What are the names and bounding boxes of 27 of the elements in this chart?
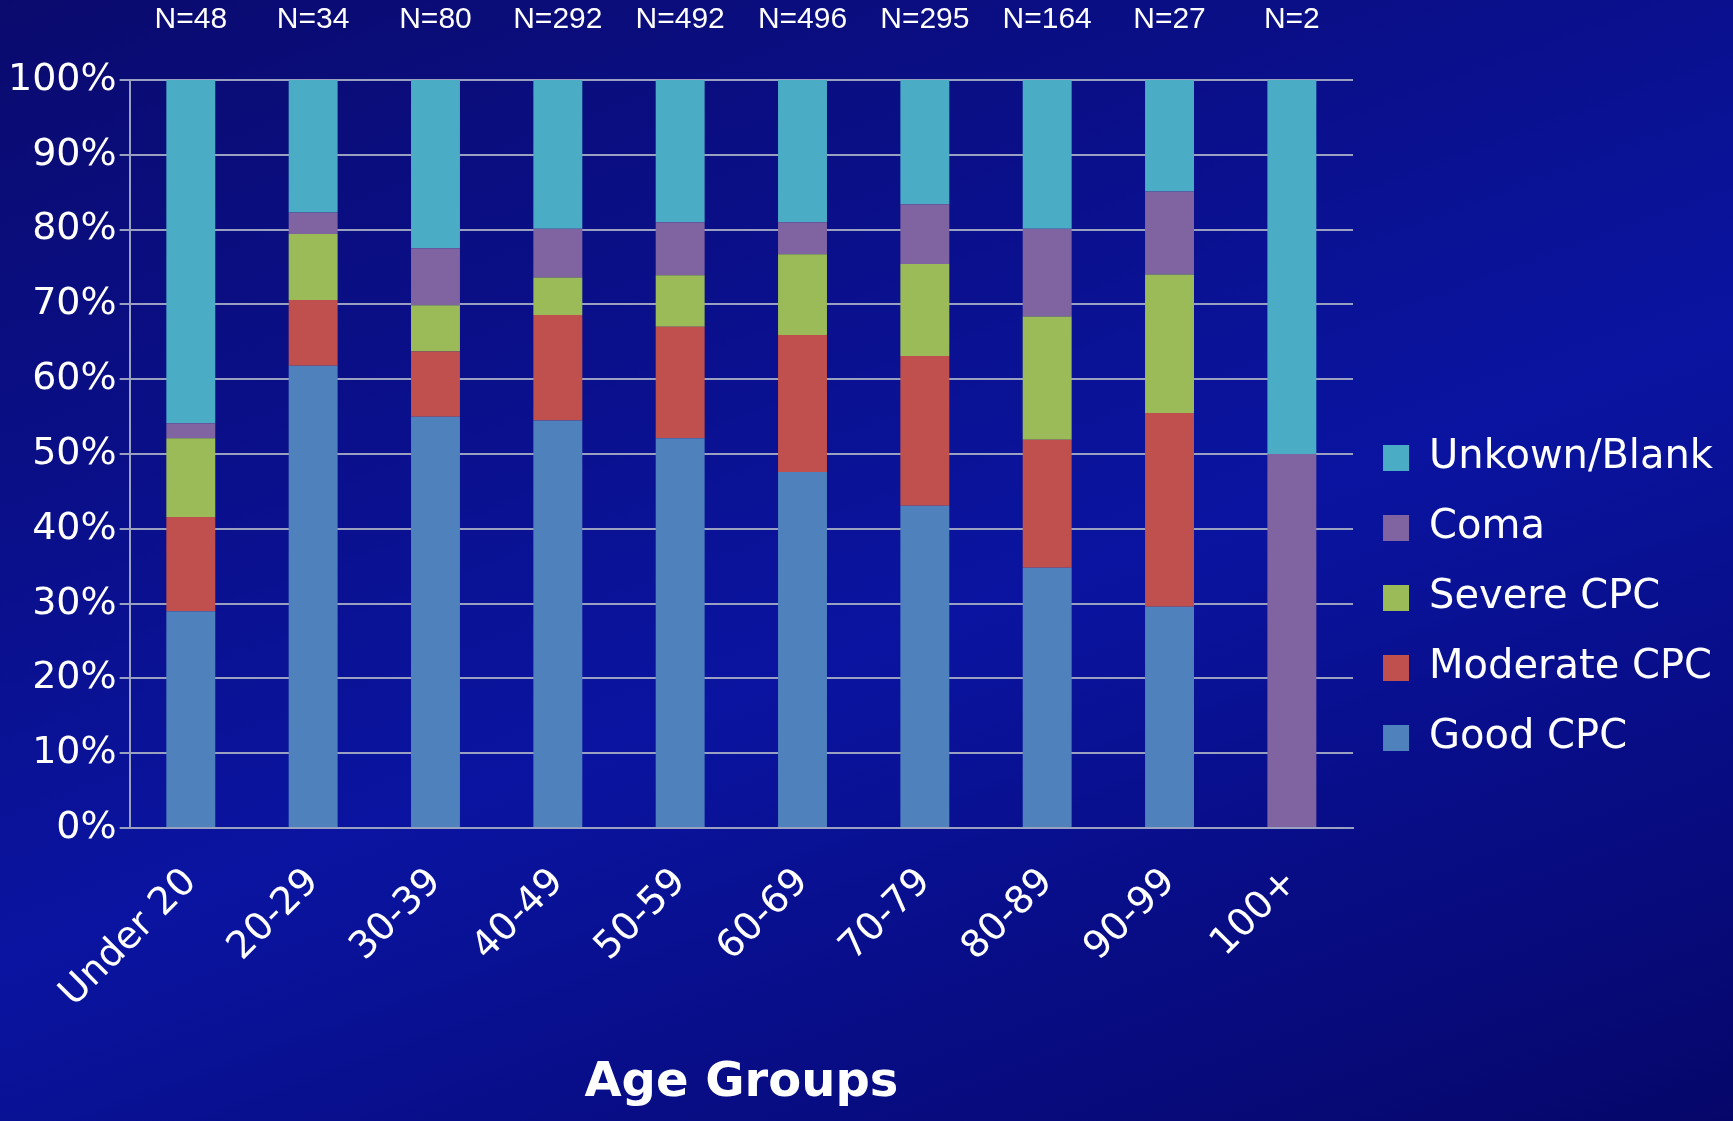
text: N=48 bbox=[154, 1, 228, 35]
text: N=80 bbox=[399, 1, 472, 35]
text: N=27 bbox=[1133, 1, 1206, 35]
legend-label: Coma bbox=[1429, 501, 1545, 548]
text: N=164 bbox=[1002, 1, 1092, 35]
y-tick-label: 30% bbox=[32, 578, 117, 623]
legend-label: Severe CPC bbox=[1429, 571, 1661, 618]
y-tick-label: 50% bbox=[32, 428, 117, 473]
y-tick-label: 40% bbox=[32, 503, 117, 548]
text: N=295 bbox=[880, 1, 970, 35]
legend-label: Good CPC bbox=[1429, 711, 1628, 758]
y-tick-label: 10% bbox=[32, 728, 117, 773]
y-tick-label: 100% bbox=[8, 54, 117, 99]
text: N=492 bbox=[635, 1, 725, 35]
y-tick-label: 0% bbox=[56, 802, 117, 847]
text: N=292 bbox=[513, 1, 603, 35]
y-tick-label: 70% bbox=[32, 279, 117, 324]
y-tick-label: 60% bbox=[32, 354, 117, 399]
text: N=496 bbox=[757, 1, 848, 35]
legend-label: Unkown/Blank bbox=[1429, 431, 1714, 478]
text: N=2 bbox=[1263, 1, 1320, 35]
y-tick-label: 80% bbox=[32, 204, 117, 249]
text: N=34 bbox=[276, 1, 350, 35]
x-axis-title: Age Groups bbox=[584, 1050, 899, 1107]
legend-label: Moderate CPC bbox=[1429, 641, 1712, 688]
y-tick-label: 90% bbox=[32, 129, 117, 174]
y-tick-label: 20% bbox=[32, 653, 117, 698]
